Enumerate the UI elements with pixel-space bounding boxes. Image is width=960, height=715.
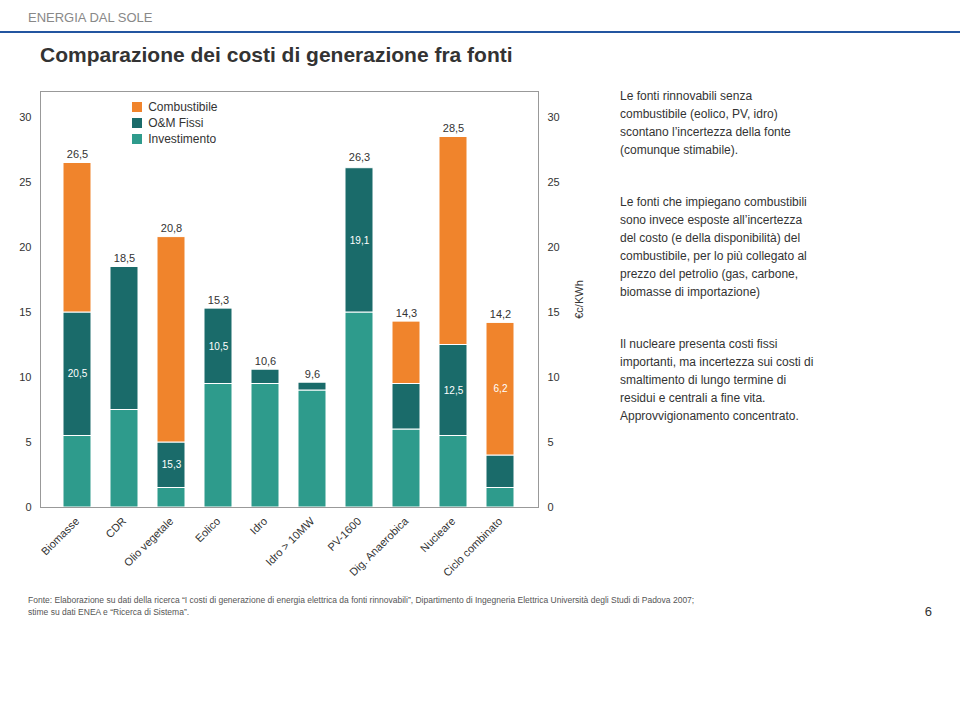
html-text:Le fonti rinnovabili senza com: Le fonti rinnovabili senza combustibile … bbox=[620, 89, 791, 157]
svg-text:20,5: 20,5 bbox=[68, 368, 88, 379]
svg-text:30: 30 bbox=[548, 111, 560, 123]
html-text:Comparazione dei costi di gene: Comparazione dei costi di generazione fr… bbox=[40, 43, 513, 66]
svg-text:26,5: 26,5 bbox=[67, 148, 88, 160]
svg-text:15: 15 bbox=[19, 306, 31, 318]
svg-text:15: 15 bbox=[548, 306, 560, 318]
svg-text:CDR: CDR bbox=[103, 515, 128, 540]
svg-text:Ciclo combinato: Ciclo combinato bbox=[441, 515, 505, 579]
svg-text:20,8: 20,8 bbox=[161, 222, 182, 234]
svg-text:14,3: 14,3 bbox=[396, 307, 417, 319]
svg-text:Eolico: Eolico bbox=[193, 515, 223, 545]
html-text:Combustibile: Combustibile bbox=[148, 100, 218, 115]
svg-text:12,5: 12,5 bbox=[444, 385, 464, 396]
svg-text:Idro > 10MW: Idro > 10MW bbox=[263, 514, 317, 568]
svg-text:Nucleare: Nucleare bbox=[418, 515, 458, 555]
svg-text:18,5: 18,5 bbox=[114, 252, 135, 264]
svg-text:Olio vegetale: Olio vegetale bbox=[122, 515, 176, 569]
svg-text:5: 5 bbox=[25, 436, 31, 448]
svg-text:10,5: 10,5 bbox=[209, 341, 229, 352]
html-text:6: 6 bbox=[924, 603, 932, 619]
svg-text:19,1: 19,1 bbox=[350, 235, 370, 246]
svg-text:15,3: 15,3 bbox=[208, 294, 229, 306]
svg-text:20: 20 bbox=[548, 241, 560, 253]
svg-text:25: 25 bbox=[548, 176, 560, 188]
svg-text:30: 30 bbox=[19, 111, 31, 123]
html-text:O&M Fissi: O&M Fissi bbox=[148, 116, 204, 131]
svg-text:Biomasse: Biomasse bbox=[39, 515, 82, 558]
svg-text:5: 5 bbox=[548, 436, 554, 448]
html-text:Il nucleare presenta costi fis: Il nucleare presenta costi fissi importa… bbox=[620, 337, 814, 423]
svg-text:20: 20 bbox=[19, 241, 31, 253]
svg-text:0: 0 bbox=[25, 501, 31, 513]
svg-text:10: 10 bbox=[19, 371, 31, 383]
svg-text:0: 0 bbox=[548, 501, 554, 513]
svg-text:Idro: Idro bbox=[248, 515, 270, 537]
svg-text:14,2: 14,2 bbox=[490, 308, 511, 320]
html-text:Fonte: Elaborazione su dati de: Fonte: Elaborazione su dati della ricerc… bbox=[28, 595, 695, 617]
svg-text:10: 10 bbox=[548, 371, 560, 383]
svg-text:15,3: 15,3 bbox=[162, 459, 182, 470]
svg-text:25: 25 bbox=[19, 176, 31, 188]
svg-text:10,6: 10,6 bbox=[255, 355, 276, 367]
svg-text:€c/KWh: €c/KWh bbox=[573, 280, 585, 319]
html-text:ENERGIA DAL SOLE: ENERGIA DAL SOLE bbox=[28, 10, 153, 25]
svg-text:28,5: 28,5 bbox=[443, 122, 464, 134]
html-text:Investimento: Investimento bbox=[148, 132, 217, 147]
html-text:Le fonti che impiegano combust: Le fonti che impiegano combustibili sono… bbox=[620, 195, 807, 299]
svg-text:9,6: 9,6 bbox=[305, 368, 320, 380]
svg-text:PV-1600: PV-1600 bbox=[325, 515, 363, 553]
svg-text:6,2: 6,2 bbox=[494, 383, 508, 394]
svg-text:Dig. Anaerobica: Dig. Anaerobica bbox=[347, 514, 411, 578]
svg-text:26,3: 26,3 bbox=[349, 151, 370, 163]
